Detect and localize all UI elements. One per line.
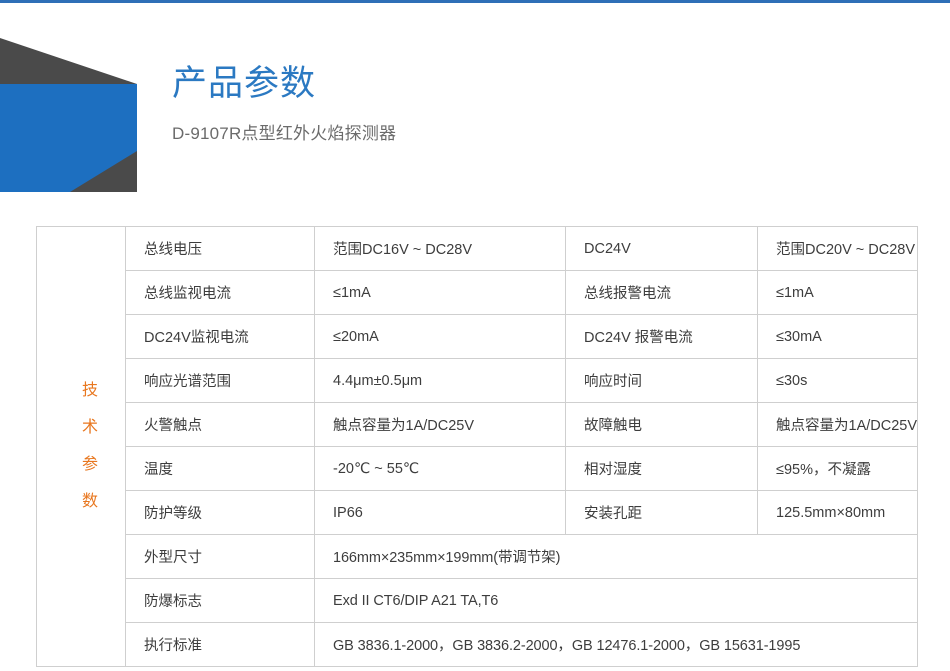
table-row: 执行标准 GB 3836.1-2000，GB 3836.2-2000，GB 124… — [37, 622, 918, 667]
spec-value: GB 3836.1-2000，GB 3836.2-2000，GB 12476.1… — [314, 622, 918, 667]
table-row: 火警触点 触点容量为1A/DC25V 故障触电 触点容量为1A/DC25V — [37, 402, 918, 447]
spec-value: ≤30mA — [757, 314, 918, 359]
spec-key: DC24V监视电流 — [125, 314, 315, 359]
page-title: 产品参数 — [172, 64, 317, 103]
table-row: 防护等级 IP66 安装孔距 125.5mm×80mm — [37, 490, 918, 535]
spec-key: 温度 — [125, 446, 315, 491]
spec-key: 总线电压 — [125, 226, 315, 271]
spec-value: ≤20mA — [314, 314, 566, 359]
spec-key: 故障触电 — [565, 402, 758, 447]
table-row: 响应光谱范围 4.4μm±0.5μm 响应时间 ≤30s — [37, 358, 918, 403]
table-row: 温度 -20℃ ~ 55℃ 相对湿度 ≤95%，不凝露 — [37, 446, 918, 491]
spec-key: 安装孔距 — [565, 490, 758, 535]
spec-key: 防护等级 — [125, 490, 315, 535]
side-label-char: 数 — [81, 493, 98, 510]
table-row: 技术参数总线电压 范围DC16V ~ DC28V DC24V 范围DC20V ~ DC… — [36, 226, 918, 667]
spec-value: ≤95%，不凝露 — [757, 446, 918, 491]
ribbon-bowtie-graphic — [0, 20, 145, 215]
spec-key: 相对湿度 — [565, 446, 758, 491]
spec-value: 范围DC20V ~ DC28V — [757, 226, 918, 271]
side-label-char: 参 — [81, 456, 98, 473]
spec-value: 触点容量为1A/DC25V — [757, 402, 918, 447]
spec-value: Exd II CT6/DIP A21 TA,T6 — [314, 578, 918, 623]
side-label-char: 技 — [81, 382, 98, 399]
spec-key: 防爆标志 — [125, 578, 315, 623]
spec-value: 范围DC16V ~ DC28V — [314, 226, 566, 271]
side-label-stack: 技术参数 — [55, 232, 125, 662]
top-accent-rule — [0, 0, 950, 3]
spec-value: ≤1mA — [757, 270, 918, 315]
spec-key: DC24V 报警电流 — [565, 314, 758, 359]
table-row: DC24V监视电流 ≤20mA DC24V 报警电流 ≤30mA — [37, 314, 918, 359]
spec-key: 总线报警电流 — [565, 270, 758, 315]
spec-value: 4.4μm±0.5μm — [314, 358, 566, 403]
spec-table-body: 技术参数总线电压 范围DC16V ~ DC28V DC24V 范围DC20V ~ DC… — [36, 226, 918, 667]
spec-value: 125.5mm×80mm — [757, 490, 918, 535]
specifications-table: 技术参数总线电压 范围DC16V ~ DC28V DC24V 范围DC20V ~ DC… — [36, 226, 918, 667]
side-label-char: 术 — [81, 419, 98, 436]
spec-value: -20℃ ~ 55℃ — [314, 446, 566, 491]
spec-key: 响应光谱范围 — [125, 358, 315, 403]
spec-value: 触点容量为1A/DC25V — [314, 402, 566, 447]
spec-key: DC24V — [565, 226, 758, 271]
spec-value: ≤1mA — [314, 270, 566, 315]
table-row: 总线监视电流 ≤1mA 总线报警电流 ≤1mA — [37, 270, 918, 315]
spec-key: 火警触点 — [125, 402, 315, 447]
spec-value: IP66 — [314, 490, 566, 535]
side-label-technical-parameters: 技术参数 — [36, 226, 126, 667]
spec-key: 总线监视电流 — [125, 270, 315, 315]
page-subtitle: D-9107R点型红外火焰探测器 — [172, 124, 397, 143]
table-row: 防爆标志 Exd II CT6/DIP A21 TA,T6 — [37, 578, 918, 623]
spec-value: ≤30s — [757, 358, 918, 403]
spec-key: 响应时间 — [565, 358, 758, 403]
table-row: 外型尺寸 166mm×235mm×199mm(带调节架) — [37, 534, 918, 579]
spec-value: 166mm×235mm×199mm(带调节架) — [314, 534, 918, 579]
spec-key: 执行标准 — [125, 622, 315, 667]
header-text-block: 产品参数 D-9107R点型红外火焰探测器 — [172, 62, 792, 146]
spec-key: 外型尺寸 — [125, 534, 315, 579]
page-header: 产品参数 D-9107R点型红外火焰探测器 — [0, 0, 950, 220]
